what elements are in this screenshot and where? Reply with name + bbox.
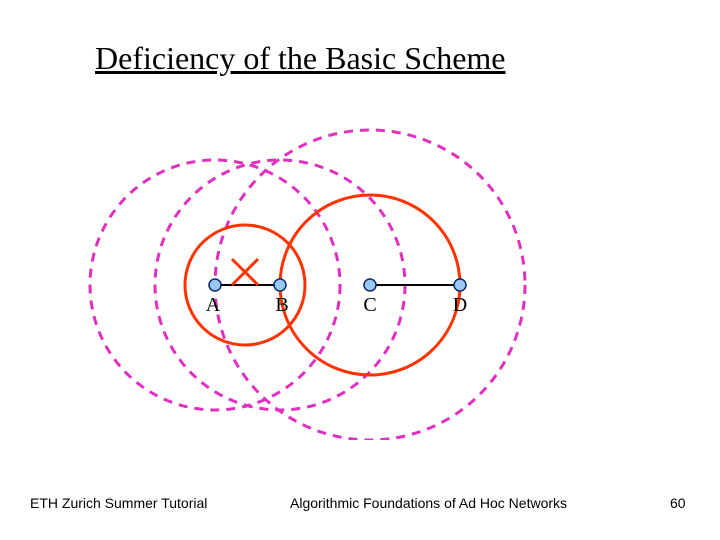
node-A [209, 279, 221, 291]
diagram-svg: A B C D [80, 120, 640, 440]
slide-title: Deficiency of the Basic Scheme [95, 40, 506, 77]
footer-center: Algorithmic Foundations of Ad Hoc Networ… [290, 495, 567, 511]
footer-right-page-number: 60 [670, 495, 686, 511]
diagram-container: A B C D [80, 120, 640, 440]
node-B [274, 279, 286, 291]
node-D [454, 279, 466, 291]
node-label-A: A [206, 294, 221, 316]
node-label-D: D [453, 294, 467, 316]
node-label-C: C [363, 294, 376, 316]
node-label-B: B [275, 294, 288, 316]
node-C [364, 279, 376, 291]
footer-left: ETH Zurich Summer Tutorial [30, 495, 207, 511]
